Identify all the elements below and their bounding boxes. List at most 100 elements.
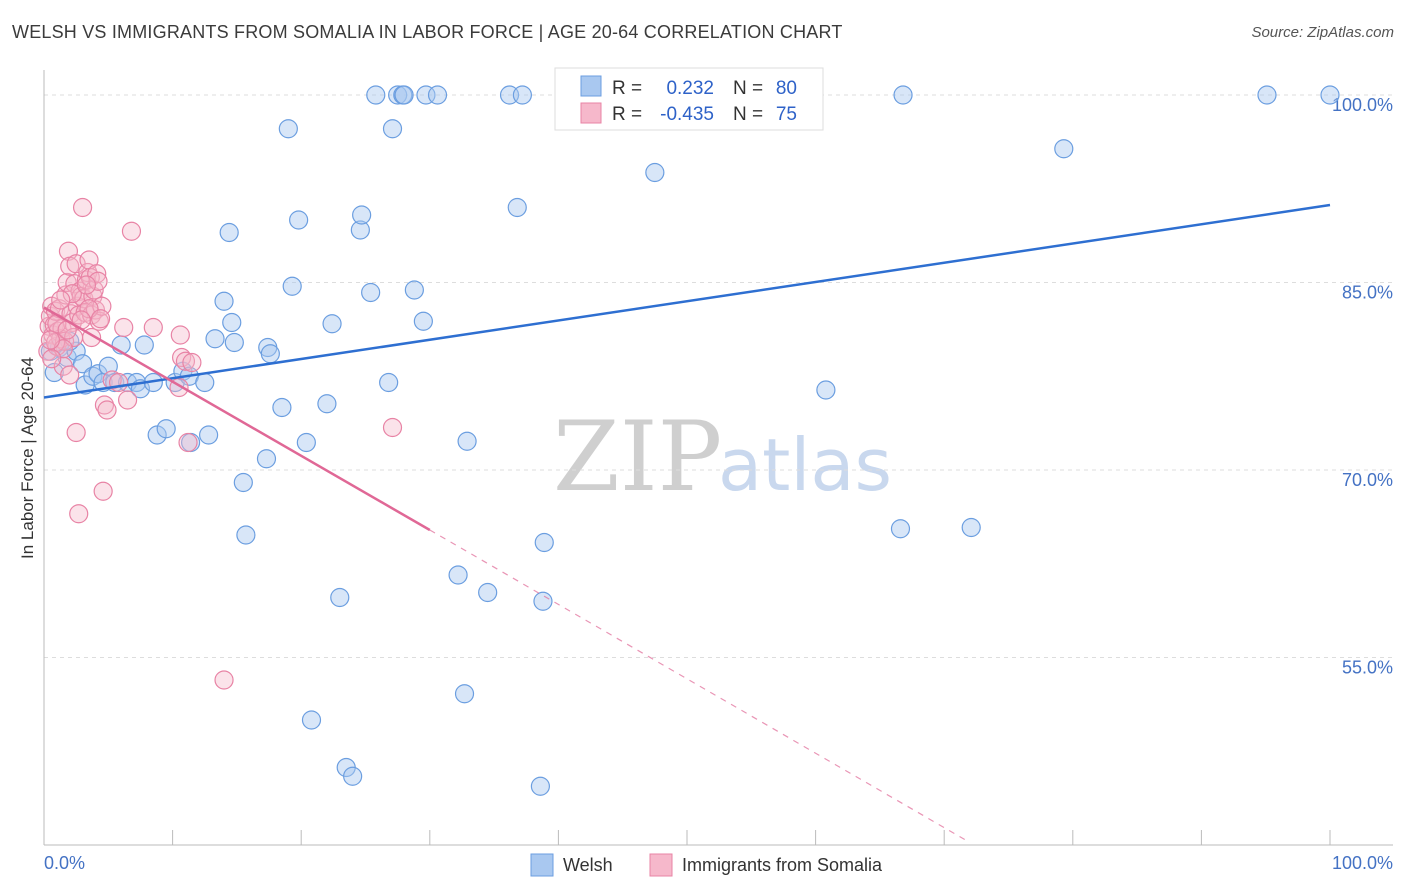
legend-welsh-r-label: R = [612,78,642,99]
trend-lines [43,203,1331,844]
y-tick-label: 100.0% [1332,95,1393,115]
welsh-point [1257,85,1277,105]
welsh-point [222,312,242,333]
welsh-point [454,684,475,704]
series-legend: Welsh Immigrants from Somalia [530,853,883,877]
welsh-point [478,582,498,603]
somalia-point [121,221,142,241]
welsh-point [199,425,219,445]
legend-welsh-n-label: N = [733,78,763,99]
welsh-point [219,222,239,243]
welsh-point [534,532,554,553]
welsh-point [366,85,386,105]
welsh-point [278,119,298,139]
bottom-legend-swatch-welsh [530,853,554,877]
source-credit: Source: ZipAtlas.com [1251,24,1394,41]
somalia-point [108,372,129,393]
legend-swatch-somalia [580,102,602,124]
welsh-point [301,710,322,730]
welsh-point [256,449,277,469]
welsh-point [416,85,436,105]
welsh-point [156,419,176,439]
somalia-point [93,481,113,501]
welsh-point [448,565,468,585]
welsh-point [205,329,225,349]
welsh-point [195,372,215,393]
somalia-point [45,332,66,353]
somalia-point [172,347,192,368]
welsh-point [457,431,477,451]
welsh-point [83,366,103,386]
somalia-trend-extension [429,529,971,844]
somalia-point [94,395,115,415]
legend-welsh-n-value: 80 [776,78,797,99]
y-tick-label: 85.0% [1342,283,1393,303]
welsh-point [134,335,154,355]
grid [44,94,1393,658]
welsh-point [1054,139,1074,159]
welsh-point [72,354,93,374]
somalia-point [97,400,117,420]
legend-somalia-n-label: N = [733,104,763,125]
x-ticks [43,830,1331,845]
legend-somalia-n-value: 75 [776,104,797,125]
somalia-point [72,197,93,218]
legend-somalia-r-label: R = [612,104,642,125]
somalia-point [178,432,198,453]
axes [43,70,1393,846]
somalia-point [90,309,111,329]
welsh-point [413,311,433,331]
somalia-point [114,317,134,338]
legend-somalia-r-value: -0.435 [660,104,714,125]
welsh-trend-line [43,203,1331,399]
welsh-point [379,372,399,393]
somalia-point [175,351,196,371]
somalia-point [60,365,80,385]
welsh-point [382,119,403,139]
welsh-point [352,205,372,225]
welsh-point [343,766,363,786]
somalia-point [62,284,82,304]
somalia-point [214,670,234,690]
welsh-point [322,314,342,334]
welsh-point [224,332,244,353]
somalia-point [88,271,108,291]
bottom-legend-label-welsh: Welsh [563,855,613,875]
legend-welsh-r-value: 0.232 [666,78,714,99]
welsh-point [361,282,381,303]
somalia-point [117,390,138,410]
somalia-trend-line [43,306,431,532]
somalia-point [76,275,97,295]
somalia-point [143,317,163,338]
welsh-point [404,280,424,300]
welsh-points [40,85,1340,796]
bottom-legend-swatch-somalia [649,853,673,877]
somalia-point [51,290,71,310]
welsh-point [961,517,981,538]
welsh-point [893,85,913,105]
correlation-legend: R = 0.232 N = 80 R = -0.435 N = 75 [554,67,824,131]
x-tick-label-min: 0.0% [44,853,85,873]
legend-swatch-welsh [580,75,602,97]
welsh-point [233,472,253,493]
somalia-point [182,352,202,373]
welsh-point [317,394,337,414]
watermark: ZIP atlas [553,401,892,513]
welsh-point [330,587,350,608]
somalia-points [38,197,403,690]
bottom-legend-label-somalia: Immigrants from Somalia [682,855,883,875]
somalia-point [40,330,61,350]
welsh-point [214,291,234,311]
welsh-point [388,85,408,105]
y-tick-label: 70.0% [1342,470,1393,490]
watermark-atlas: atlas [718,423,892,507]
somalia-point [170,325,190,345]
watermark-zip: ZIP [553,401,722,513]
welsh-point [645,162,665,183]
welsh-point [289,210,309,230]
welsh-point [296,432,316,453]
welsh-point [282,276,302,296]
x-tick-label-max: 100.0% [1332,853,1393,873]
y-tick-label: 55.0% [1342,658,1393,678]
